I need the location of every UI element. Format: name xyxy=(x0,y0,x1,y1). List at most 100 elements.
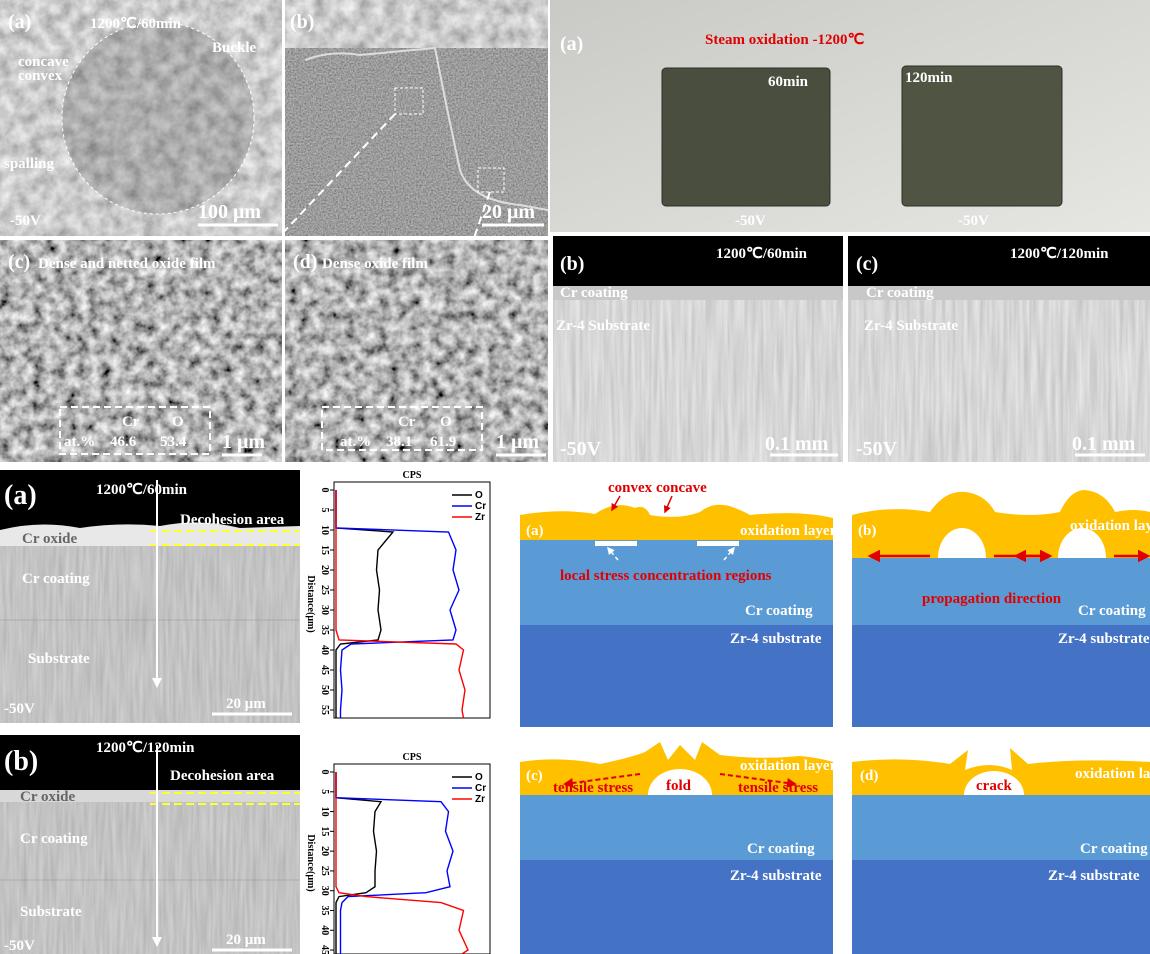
annotation: Decohesion area xyxy=(170,768,275,784)
y-tick-label: 5 xyxy=(319,508,330,513)
caption: Dense oxide film xyxy=(322,256,428,272)
y-tick-label: 45 xyxy=(319,665,330,675)
layer-label: Substrate xyxy=(28,651,90,667)
y-tick-label: 0 xyxy=(319,770,330,775)
plot-frame xyxy=(334,764,490,954)
y-tick-label: 25 xyxy=(319,585,330,595)
scale-label: 1 μm xyxy=(222,431,265,453)
eds-element: Cr xyxy=(398,414,416,430)
eds-unit: at.% xyxy=(340,434,371,450)
annotation: tensile stress xyxy=(553,780,633,796)
layer-label: Zr-4 substrate xyxy=(730,631,822,647)
plot-title: CPS xyxy=(403,470,422,481)
schematic-b: (b) oxidation layer propagation directio… xyxy=(852,490,1150,727)
annotation: propagation direction xyxy=(922,591,1062,607)
scale-label: 0.1 mm xyxy=(1072,433,1136,455)
photo: (a) Steam oxidation -1200℃ 60min 120min … xyxy=(550,0,1150,232)
stress-region xyxy=(697,541,739,546)
layer-label: Cr coating xyxy=(560,285,628,301)
y-tick-label: 30 xyxy=(319,886,330,896)
annotation: convex xyxy=(18,68,63,84)
eds-value: 46.6 xyxy=(110,434,137,450)
annotation: tensile stress xyxy=(738,780,818,796)
sample-bias: -50V xyxy=(958,213,989,229)
layer-label: Cr coating xyxy=(20,831,88,847)
layer-label: Zr-4 Substrate xyxy=(864,318,958,334)
layer-label: Cr coating xyxy=(1080,841,1148,857)
y-tick-label: 40 xyxy=(319,925,330,935)
stress-region xyxy=(595,541,637,546)
annotation: Decohesion area xyxy=(180,512,285,528)
layer-label: oxidation layer xyxy=(740,758,837,774)
bias: -50V xyxy=(856,438,898,460)
annotation: crack xyxy=(976,778,1012,794)
layer-label: Zr-4 substrate xyxy=(1058,631,1150,647)
legend-label: Zr xyxy=(475,794,485,805)
panel-label: (b) xyxy=(290,11,314,33)
layer-label: Substrate xyxy=(20,904,82,920)
panel-label: (a) xyxy=(560,33,583,55)
scale-label: 20 μm xyxy=(482,201,535,223)
layer-label: Zr-4 substrate xyxy=(730,868,822,884)
schematic-c: (c) oxidation layer tensile stress fold … xyxy=(520,742,837,954)
y-tick-label: 25 xyxy=(319,866,330,876)
y-tick-label: 15 xyxy=(319,545,330,555)
legend-label: O xyxy=(475,772,483,783)
legend-label: Zr xyxy=(475,512,485,523)
layer-label: Cr oxide xyxy=(20,789,75,805)
cross-section-b: (b) 1200℃/60min Cr coating Zr-4 Substrat… xyxy=(553,236,843,462)
layer-label: oxidation layer xyxy=(1075,766,1150,782)
bias: -50V xyxy=(10,213,41,229)
y-tick-label: 10 xyxy=(319,807,330,817)
line-profile: CPSDistance(μm)0510152025303540455055OCr… xyxy=(305,470,490,718)
panel-label: (b) xyxy=(858,523,876,539)
layer-label: Zr-4 substrate xyxy=(1048,868,1140,884)
sample-bias: -50V xyxy=(735,213,766,229)
condition: 1200℃/60min xyxy=(716,246,808,262)
schematic-a: (a) convex concave oxidation layer local… xyxy=(520,480,837,727)
y-tick-label: 50 xyxy=(319,685,330,695)
bias: -50V xyxy=(560,438,602,460)
y-tick-label: 35 xyxy=(319,905,330,915)
scale-label: 1 μm xyxy=(496,431,539,453)
y-tick-label: 40 xyxy=(319,645,330,655)
micrograph xyxy=(285,240,548,462)
annotation: local stress concentration regions xyxy=(560,568,772,584)
condition: 1200℃/60min xyxy=(96,482,188,498)
annotation: concave xyxy=(656,480,707,496)
panel-label: (d) xyxy=(860,768,878,784)
scale-label: 20 μm xyxy=(226,696,266,712)
bias: -50V xyxy=(4,701,35,717)
micrograph xyxy=(0,240,282,462)
scale-label: 0.1 mm xyxy=(765,433,829,455)
sem-d: (d) Dense oxide film Cr O at.% 38.1 61.9… xyxy=(285,240,548,462)
bias: -50V xyxy=(4,938,35,954)
line-scan-b: (b) 1200℃/120min Decohesion area Cr oxid… xyxy=(0,735,300,954)
panel-label: (c) xyxy=(856,253,878,275)
plot-title: CPS xyxy=(403,752,422,763)
scale-label: 100 μm xyxy=(198,201,261,223)
layer-label: oxidation layer xyxy=(1070,518,1150,534)
legend-label: O xyxy=(475,490,483,501)
figure: (a) 1200℃/60min Buckle concave convex sp… xyxy=(0,0,1150,954)
sem-a: (a) 1200℃/60min Buckle concave convex sp… xyxy=(0,0,282,236)
panel-label: (a) xyxy=(8,11,31,33)
y-tick-label: 20 xyxy=(319,846,330,856)
schematic-d: (d) oxidation layer crack Cr coating Zr-… xyxy=(852,748,1150,954)
y-tick-label: 35 xyxy=(319,625,330,635)
panel-label: (d) xyxy=(293,251,317,273)
line-profile: CPSDistance(μm)051015202530354045OCrZr xyxy=(305,752,490,954)
micrograph xyxy=(0,800,300,954)
condition: 1200℃/120min xyxy=(1010,246,1109,262)
layer-label: Cr coating xyxy=(22,571,90,587)
y-tick-label: 20 xyxy=(319,565,330,575)
y-tick-label: 15 xyxy=(319,826,330,836)
line-profiles: CPSDistance(μm)0510152025303540455055OCr… xyxy=(305,470,490,954)
condition: 1200℃/120min xyxy=(96,740,195,756)
annotation: convex xyxy=(608,480,653,496)
sem-b: (b) 20 μm xyxy=(262,0,548,255)
caption: Dense and netted oxide film xyxy=(38,256,216,272)
annotation: fold xyxy=(666,778,692,794)
eds-value: 38.1 xyxy=(386,434,412,450)
layer-label: Cr coating xyxy=(747,841,815,857)
